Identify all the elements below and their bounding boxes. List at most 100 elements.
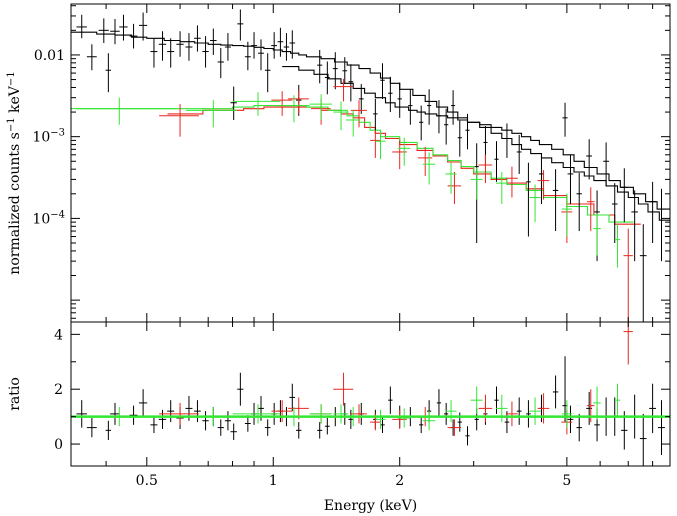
data-point-black (586, 139, 593, 180)
data-point-black (317, 422, 323, 439)
data-point-green (375, 130, 386, 160)
data-point-black (526, 162, 531, 237)
data-point-black (552, 169, 559, 232)
data-point-black (631, 190, 638, 262)
data-point-green (333, 101, 349, 131)
data-point-green (614, 383, 621, 417)
data-point-black (244, 415, 251, 432)
data-point-black (436, 389, 442, 417)
data-point-green (232, 404, 281, 424)
data-point-green (276, 95, 310, 123)
data-point-black (250, 32, 258, 59)
data-point-black (348, 409, 354, 429)
ratio-y-axis-title: ratio (7, 377, 23, 411)
data-point-black (552, 375, 559, 409)
data-point-red (271, 400, 293, 423)
data-point-black (289, 30, 296, 59)
data-point-black (419, 416, 424, 434)
data-point-red (537, 170, 550, 200)
data-point-black (76, 14, 87, 39)
data-point-black (451, 90, 456, 125)
data-point-black (230, 423, 237, 440)
data-point-black (388, 76, 393, 113)
data-point-green (397, 408, 411, 428)
data-point-black (158, 31, 167, 61)
data-point-black (98, 18, 109, 43)
model-curves (71, 31, 670, 225)
data-point-black (397, 82, 402, 118)
data-point-black (129, 405, 138, 425)
data-point-black (408, 89, 413, 125)
data-point-red (333, 78, 354, 102)
data-point-black (465, 426, 470, 446)
data-point-black (86, 44, 97, 71)
data-point-black (185, 33, 193, 61)
data-point-red (447, 171, 462, 205)
data-point-black (658, 400, 665, 456)
data-point-black (639, 413, 647, 466)
data-point-green (309, 94, 333, 120)
data-point-green (470, 386, 483, 414)
y-tick-label: 0.01 (34, 48, 65, 64)
data-point-green (71, 97, 177, 125)
data-point-black (342, 57, 348, 85)
data-point-green (470, 167, 483, 200)
data-point-black (358, 84, 364, 114)
data-point-black (105, 53, 112, 93)
data-point-black (621, 168, 628, 223)
data-point-black (427, 89, 432, 125)
data-point-green (422, 152, 436, 185)
x-axis-title: Energy (keV) (324, 498, 417, 514)
data-point-black (576, 172, 582, 232)
data-point-black (271, 32, 278, 59)
data-point-black (237, 372, 244, 406)
data-point-black (457, 120, 462, 157)
data-point-black (317, 49, 323, 84)
data-point-green (346, 110, 361, 137)
data-point-green (561, 400, 572, 428)
data-point-red (159, 104, 199, 137)
data-point-red (505, 401, 518, 427)
data-point-green (593, 386, 601, 420)
y-tick-label: 2 (54, 382, 63, 398)
data-point-black (264, 419, 271, 436)
y-tick-label: 0 (54, 437, 63, 453)
data-point-black (611, 183, 618, 244)
model-step-red (167, 106, 641, 225)
data-point-green (614, 224, 621, 268)
data-point-black (296, 422, 302, 439)
data-point-black (444, 402, 449, 425)
data-point-green (232, 92, 281, 116)
data-point-black (494, 141, 499, 182)
spectrum-y-axis-title: normalized counts s−1 keV−1 (6, 71, 24, 274)
data-point-black (516, 134, 522, 174)
model-step-black-2 (282, 66, 670, 210)
data-point-black (567, 154, 574, 205)
data-point-green (445, 400, 457, 423)
y-tick-label: 10−4 (32, 209, 65, 227)
data-point-black (167, 400, 175, 423)
data-point-black (138, 389, 148, 417)
data-point-black (230, 86, 237, 120)
data-point-black (649, 181, 657, 244)
data-point-black (217, 419, 224, 436)
data-point-black (76, 400, 87, 428)
data-point-red (586, 187, 595, 232)
data-point-green (529, 397, 541, 425)
x-tick-labels: 0.5 1 2 5 (136, 473, 572, 489)
data-point-black (649, 383, 657, 434)
data-point-green (529, 184, 541, 223)
data-point-black (244, 41, 251, 71)
data-point-black (237, 9, 244, 41)
data-point-red (537, 393, 550, 424)
data-point-black (567, 405, 574, 434)
data-point-black (526, 400, 531, 428)
data-point-red (417, 146, 433, 177)
data-point-red (623, 322, 633, 365)
data-point-black (150, 38, 158, 68)
data-point-green (561, 193, 572, 237)
data-point-black (576, 413, 582, 442)
data-point-black (158, 409, 167, 429)
spectrum-y-tick-labels: 0.01 10−3 10−4 (32, 48, 65, 227)
